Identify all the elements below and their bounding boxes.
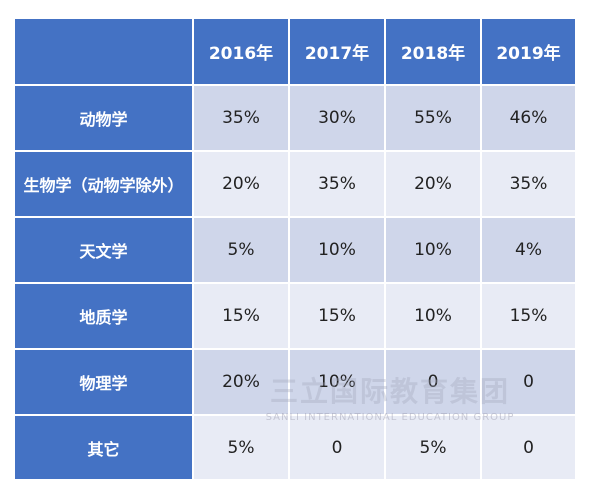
value-cell: 15% (288, 282, 386, 350)
value-cell: 10% (288, 216, 386, 284)
value-cell: 20% (192, 150, 290, 218)
value-cell: 5% (384, 414, 482, 481)
subject-percentage-table: 2016年 2017年 2018年 2019年 动物学 35% 30% 55% … (13, 17, 577, 481)
value-cell: 35% (288, 150, 386, 218)
value-cell: 35% (192, 84, 290, 152)
header-corner-cell (13, 17, 194, 86)
value-cell: 0 (480, 348, 577, 416)
value-cell: 0 (288, 414, 386, 481)
row-label-cell: 其它 (13, 414, 194, 481)
value-cell: 4% (480, 216, 577, 284)
header-year-cell: 2016年 (192, 17, 290, 86)
header-year-cell: 2018年 (384, 17, 482, 86)
table-row: 动物学 35% 30% 55% 46% (13, 84, 577, 152)
table-row: 天文学 5% 10% 10% 4% (13, 216, 577, 284)
header-year-cell: 2019年 (480, 17, 577, 86)
row-label-cell: 天文学 (13, 216, 194, 284)
table-header-row: 2016年 2017年 2018年 2019年 (13, 17, 577, 86)
value-cell: 10% (288, 348, 386, 416)
value-cell: 46% (480, 84, 577, 152)
value-cell: 10% (384, 216, 482, 284)
table-row: 物理学 20% 10% 0 0 (13, 348, 577, 416)
value-cell: 15% (480, 282, 577, 350)
value-cell: 55% (384, 84, 482, 152)
value-cell: 20% (192, 348, 290, 416)
value-cell: 0 (480, 414, 577, 481)
table-row: 生物学（动物学除外） 20% 35% 20% 35% (13, 150, 577, 218)
value-cell: 20% (384, 150, 482, 218)
value-cell: 30% (288, 84, 386, 152)
value-cell: 35% (480, 150, 577, 218)
value-cell: 5% (192, 414, 290, 481)
row-label-cell: 物理学 (13, 348, 194, 416)
value-cell: 0 (384, 348, 482, 416)
table-row: 地质学 15% 15% 10% 15% (13, 282, 577, 350)
row-label-cell: 动物学 (13, 84, 194, 152)
value-cell: 10% (384, 282, 482, 350)
value-cell: 5% (192, 216, 290, 284)
value-cell: 15% (192, 282, 290, 350)
header-year-cell: 2017年 (288, 17, 386, 86)
table-row: 其它 5% 0 5% 0 (13, 414, 577, 481)
row-label-cell: 生物学（动物学除外） (13, 150, 194, 218)
row-label-cell: 地质学 (13, 282, 194, 350)
